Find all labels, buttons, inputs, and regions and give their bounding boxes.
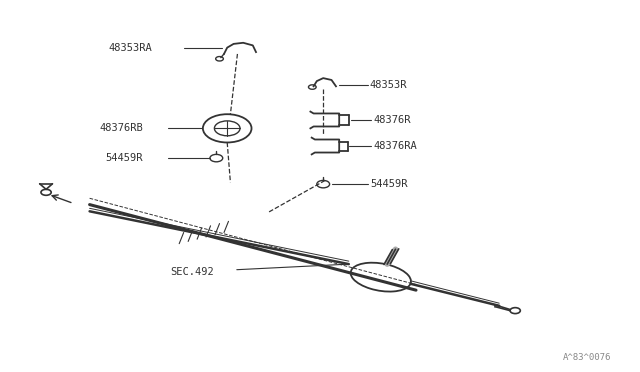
Text: 48376RB: 48376RB [99, 124, 143, 133]
Text: 48376R: 48376R [373, 115, 411, 125]
Text: 48376RA: 48376RA [373, 141, 417, 151]
Text: 48353RA: 48353RA [109, 43, 152, 52]
Text: A^83^0076: A^83^0076 [563, 353, 612, 362]
Text: 54459R: 54459R [370, 179, 408, 189]
Text: 48353R: 48353R [370, 80, 408, 90]
Text: SEC.492: SEC.492 [170, 267, 214, 276]
Text: 54459R: 54459R [106, 153, 143, 163]
